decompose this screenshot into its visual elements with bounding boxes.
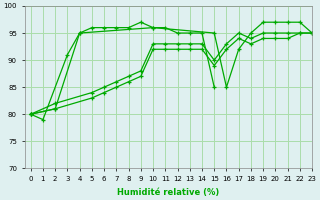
X-axis label: Humidité relative (%): Humidité relative (%) bbox=[117, 188, 220, 197]
